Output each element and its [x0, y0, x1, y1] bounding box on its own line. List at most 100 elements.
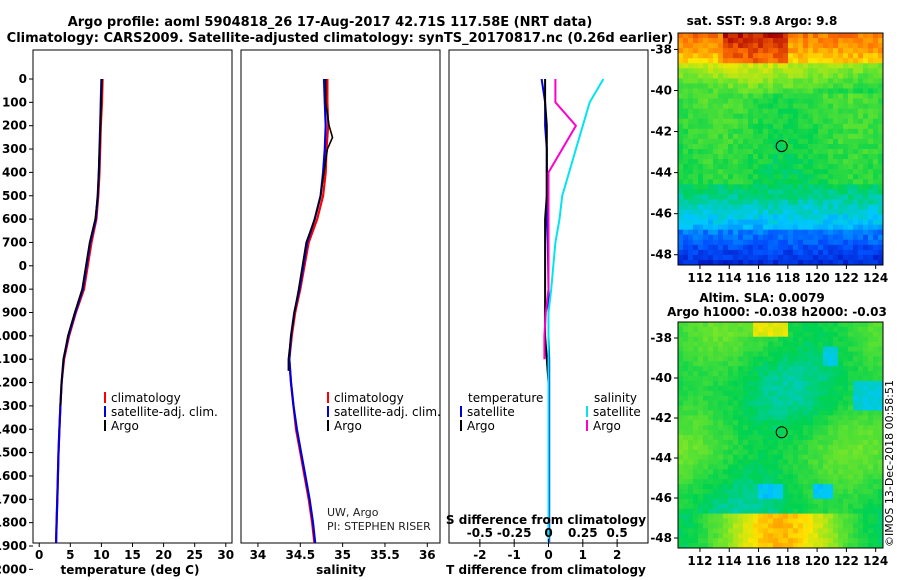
map-cell	[788, 234, 794, 241]
map-cell	[818, 229, 824, 236]
map-cell	[783, 118, 789, 125]
map-cell	[758, 239, 764, 246]
map-cell	[793, 498, 799, 505]
map-cell	[853, 103, 859, 110]
map-cell	[748, 73, 754, 79]
map-cell	[878, 366, 883, 372]
map-cell	[793, 508, 799, 515]
map-cell	[838, 113, 844, 120]
map-cell	[848, 390, 854, 397]
map-cell	[878, 479, 883, 485]
map-cell	[788, 425, 794, 431]
map-cell	[708, 479, 714, 485]
map-cell	[868, 425, 874, 431]
map-cell	[683, 123, 689, 130]
map-cell	[748, 154, 754, 160]
map-cell	[748, 489, 754, 495]
map-cell	[853, 219, 859, 226]
map-cell	[748, 43, 754, 49]
map-cell	[753, 118, 759, 125]
map-cell	[788, 503, 794, 510]
map-cell	[738, 410, 744, 416]
map-cell	[748, 474, 754, 480]
map-cell	[833, 523, 839, 529]
map-cell	[848, 533, 854, 539]
map-cell	[783, 194, 789, 201]
map-cell	[878, 38, 883, 44]
sst-map-heatmap	[678, 33, 883, 265]
map-cell	[743, 128, 749, 135]
map-cell	[848, 224, 854, 231]
map-cell	[728, 523, 734, 529]
map-cell	[853, 425, 859, 431]
map-cell	[858, 159, 864, 165]
map-cell	[758, 479, 764, 485]
map-cell	[678, 234, 684, 241]
map-cell	[798, 63, 804, 69]
map-cell	[858, 249, 864, 256]
map-cell	[778, 430, 784, 436]
map-cell	[878, 459, 883, 466]
map-cell	[693, 209, 699, 216]
map-cell	[688, 469, 694, 475]
map-cell	[853, 410, 859, 416]
map-cell	[773, 204, 779, 211]
map-cell	[778, 493, 784, 500]
map-cell	[688, 229, 694, 236]
map-cell	[793, 209, 799, 216]
map-cell	[748, 351, 754, 357]
top-x-tick-label: 0.5	[606, 526, 627, 540]
map-cell	[728, 113, 734, 120]
map-cell	[703, 214, 709, 221]
map-cell	[818, 425, 824, 431]
map-cell	[828, 405, 834, 412]
x-tick-label: 5	[66, 548, 74, 562]
map-cell	[753, 420, 759, 426]
map-cell	[768, 528, 774, 534]
map-cell	[793, 420, 799, 426]
map-cell	[778, 400, 784, 407]
map-cell	[723, 254, 729, 261]
map-cell	[868, 73, 874, 79]
map-cell	[848, 199, 854, 206]
map-cell	[788, 128, 794, 135]
map-cell	[808, 133, 814, 140]
map-cell	[793, 479, 799, 485]
map-cell	[818, 489, 824, 495]
map-cell	[738, 249, 744, 256]
map-cell	[778, 118, 784, 125]
map-cell	[793, 43, 799, 49]
map-cell	[858, 415, 864, 421]
map-cell	[768, 128, 774, 135]
map-cell	[803, 405, 809, 412]
map-cell	[678, 58, 684, 64]
map-cell	[798, 366, 804, 372]
map-cell	[848, 113, 854, 120]
map-cell	[788, 229, 794, 236]
map-cell	[858, 169, 864, 175]
map-cell	[738, 63, 744, 69]
map-cell	[748, 68, 754, 74]
map-cell	[818, 331, 824, 338]
map-cell	[828, 390, 834, 397]
map-cell	[808, 138, 814, 145]
map-cell	[838, 479, 844, 485]
map-cell	[713, 400, 719, 407]
map-cell	[863, 469, 869, 475]
map-cell	[693, 380, 699, 387]
map-cell	[798, 224, 804, 231]
map-cell	[683, 204, 689, 211]
map-cell	[758, 425, 764, 431]
map-cell	[838, 194, 844, 201]
map-cell	[833, 179, 839, 185]
map-cell	[848, 538, 854, 544]
map-cell	[858, 390, 864, 397]
map-x-tick-label: 116	[746, 554, 771, 568]
map-cell	[763, 83, 769, 90]
map-cell	[808, 159, 814, 165]
map-cell	[843, 143, 849, 150]
map-cell	[703, 523, 709, 529]
map-cell	[808, 523, 814, 529]
map-cell	[858, 336, 864, 343]
map-cell	[728, 189, 734, 195]
